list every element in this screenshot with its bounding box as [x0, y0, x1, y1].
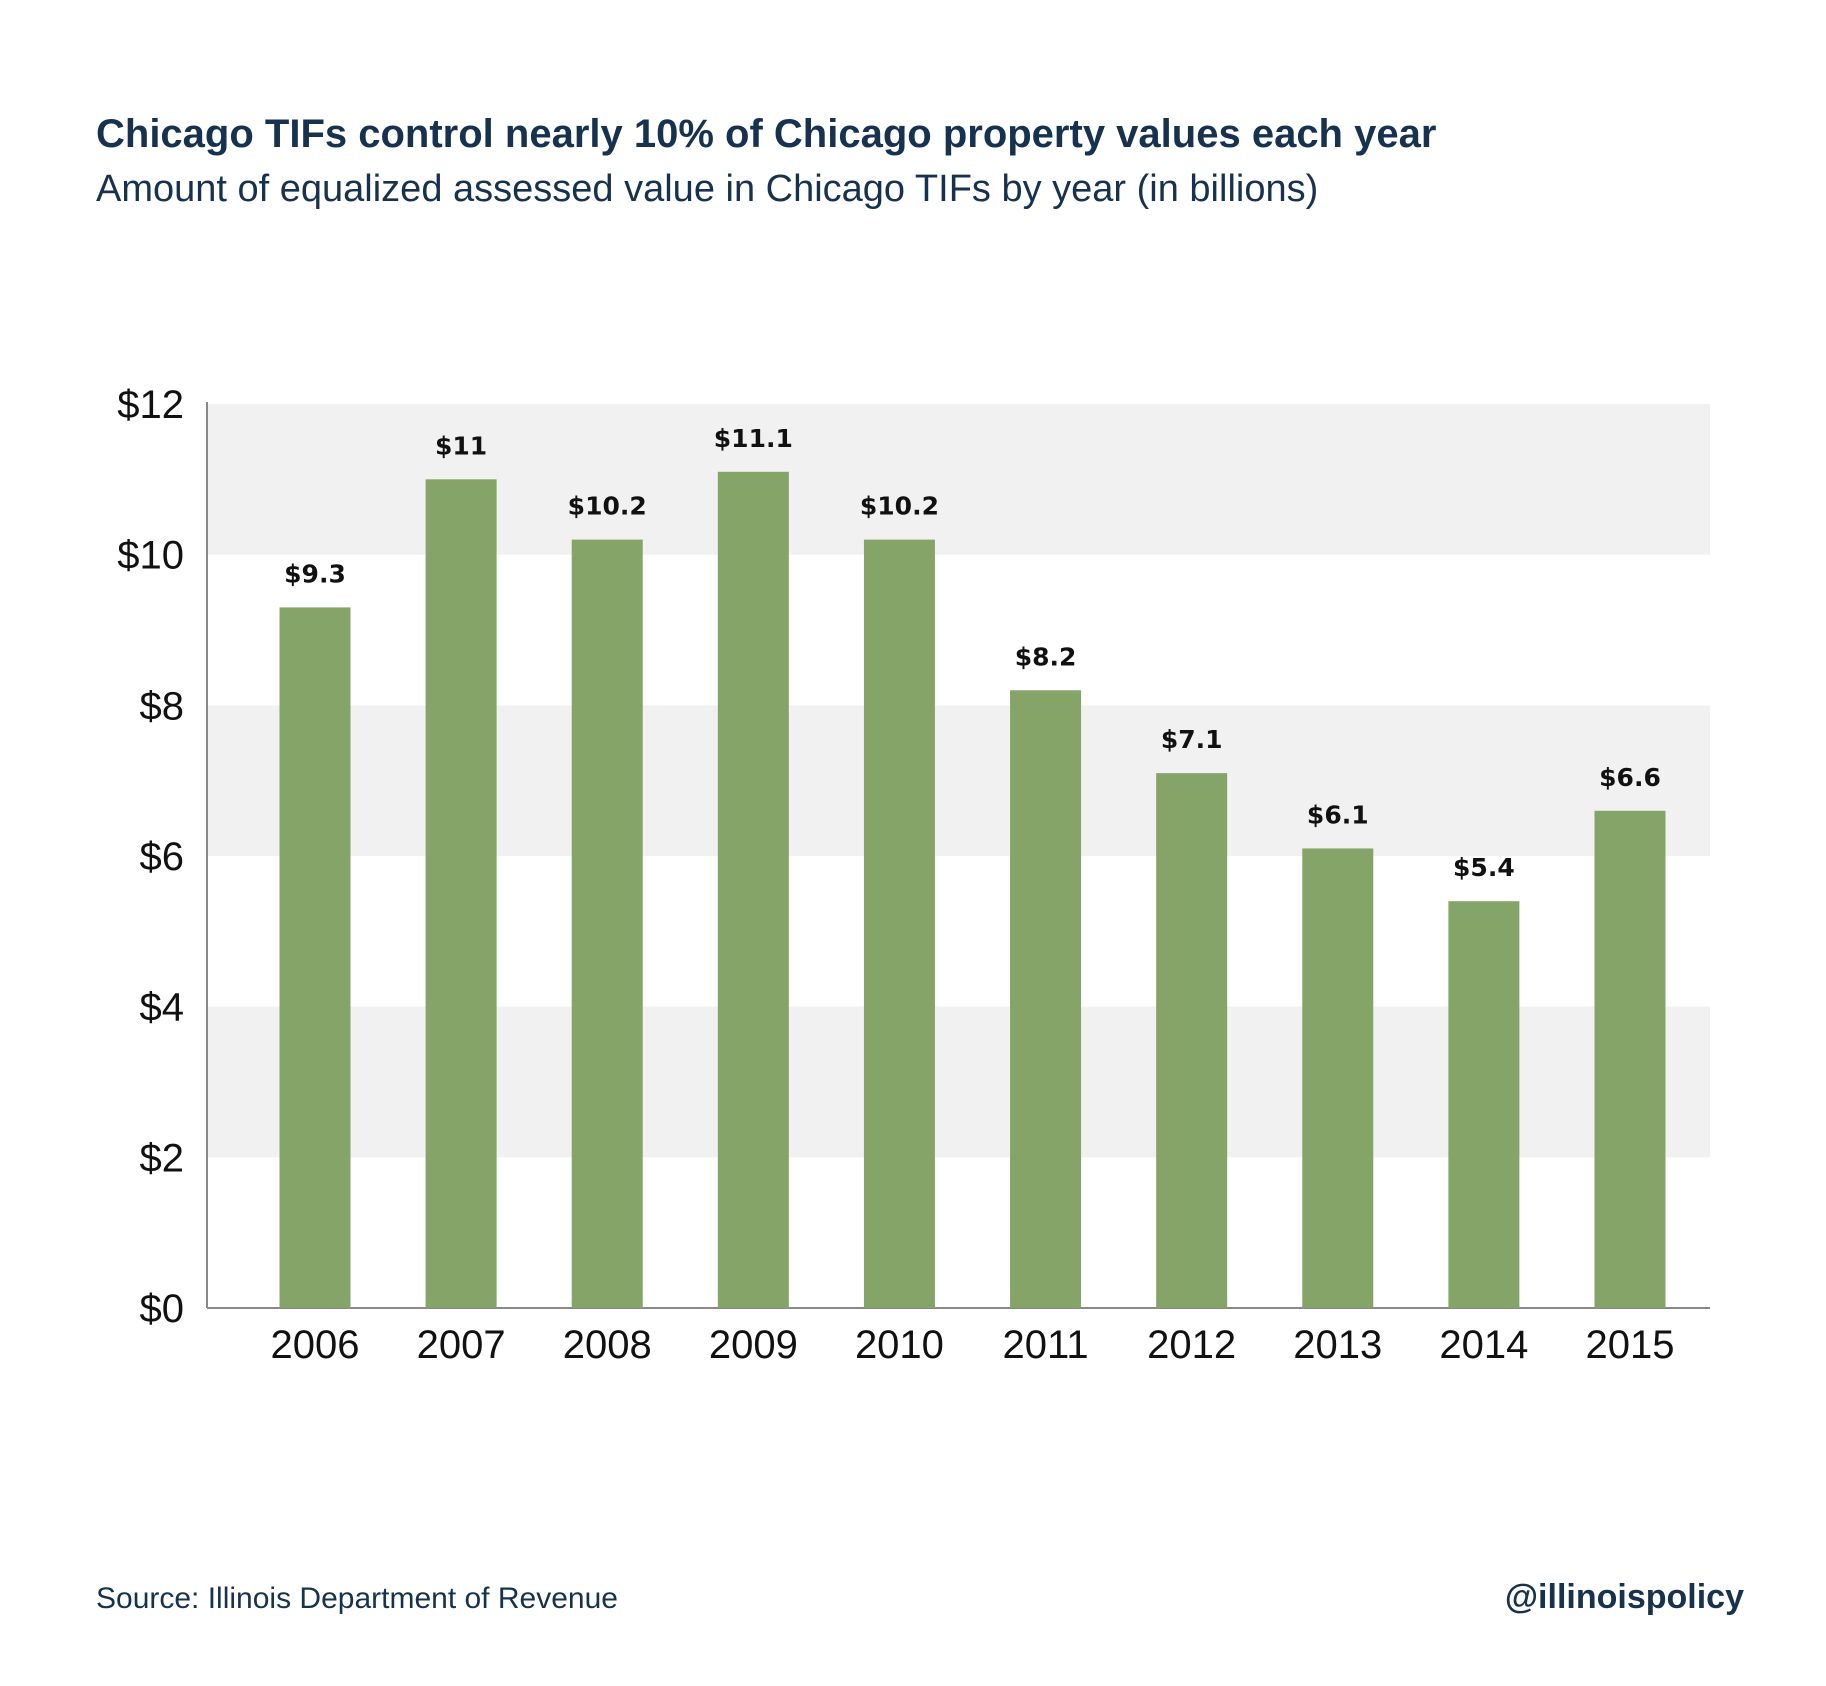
x-tick-label: 2014 [1439, 1323, 1528, 1367]
y-tick-label: $0 [140, 1287, 185, 1331]
data-label: $6.6 [1599, 763, 1661, 792]
x-axis-ticks: 2006 2007 2008 2009 2010 2011 2012 2013 2014 2015 [271, 1323, 1675, 1367]
data-label: $7.1 [1161, 725, 1223, 754]
brand-handle: @illinoispolicy [1504, 1578, 1744, 1616]
x-tick-label: 2015 [1586, 1323, 1675, 1367]
x-tick-label: 2013 [1293, 1323, 1382, 1367]
bar [279, 607, 351, 1308]
data-label: $6.1 [1307, 800, 1369, 829]
x-tick-label: 2007 [417, 1323, 506, 1367]
data-labels: $9.3 $11 $10.2 $11.1 $10.2 $8.2 $7.1 $6.1 $5.4 $6… [284, 424, 1661, 882]
bar [863, 539, 935, 1308]
chart-title: Chicago TIFs control nearly 10% of Chica… [96, 112, 1437, 156]
y-tick-label: $2 [140, 1136, 185, 1180]
y-tick-label: $4 [140, 986, 185, 1030]
bar [1594, 810, 1666, 1308]
x-tick-label: 2009 [709, 1323, 798, 1367]
data-label: $9.3 [284, 559, 346, 588]
data-label: $5.4 [1453, 853, 1515, 882]
bar [1010, 690, 1082, 1308]
x-tick-label: 2008 [563, 1323, 652, 1367]
data-label: $8.2 [1015, 642, 1077, 671]
bar [1156, 773, 1228, 1308]
data-label: $10.2 [568, 492, 647, 521]
x-tick-label: 2011 [1003, 1323, 1089, 1367]
bar [571, 539, 643, 1308]
y-tick-label: $8 [140, 684, 185, 728]
bar-series [279, 471, 1666, 1308]
chart-subtitle: Amount of equalized assessed value in Ch… [96, 168, 1319, 210]
y-tick-label: $12 [117, 383, 184, 427]
bar [1302, 848, 1374, 1308]
data-label: $11 [435, 431, 487, 460]
data-label: $11.1 [714, 424, 793, 453]
x-tick-label: 2010 [855, 1323, 944, 1367]
bar [717, 471, 789, 1308]
y-tick-label: $6 [140, 835, 185, 879]
data-label: $10.2 [860, 492, 939, 521]
bar [1448, 901, 1520, 1308]
bar [425, 479, 497, 1308]
y-axis-ticks: $0 $2 $4 $6 $8 $10 $12 [117, 383, 184, 1331]
y-tick-label: $10 [117, 534, 184, 578]
source-note: Source: Illinois Department of Revenue [96, 1582, 618, 1615]
x-tick-label: 2012 [1147, 1323, 1236, 1367]
x-tick-label: 2006 [271, 1323, 360, 1367]
